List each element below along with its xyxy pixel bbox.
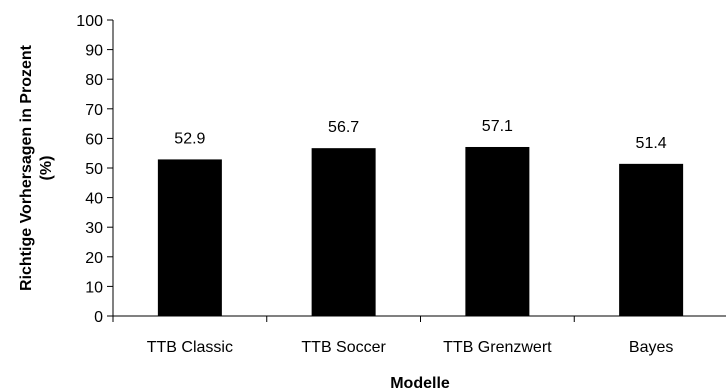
y-tick-label: 20 xyxy=(85,250,103,267)
data-label: 56.7 xyxy=(328,119,359,136)
y-tick-label: 50 xyxy=(85,161,103,178)
y-tick-label: 10 xyxy=(85,279,103,296)
x-axis xyxy=(112,315,726,322)
bar xyxy=(311,148,376,316)
bar xyxy=(619,163,684,316)
y-tick-label: 60 xyxy=(85,131,103,148)
category-label: TTB Classic xyxy=(147,339,233,356)
y-tick-label: 40 xyxy=(85,191,103,208)
bars xyxy=(157,146,684,316)
category-label: TTB Grenzwert xyxy=(443,339,552,356)
bar xyxy=(157,159,222,316)
category-label: TTB Soccer xyxy=(301,339,386,356)
y-axis: 0 10 20 30 40 50 60 70 80 90 100 xyxy=(76,13,114,326)
y-axis-title-line2: (%) xyxy=(38,156,55,181)
bar xyxy=(465,146,530,316)
x-axis-title: Modelle xyxy=(390,375,450,390)
data-label: 52.9 xyxy=(174,130,205,147)
y-tick-label: 0 xyxy=(94,309,103,326)
category-labels: TTB Classic TTB Soccer TTB Grenzwert Bayes xyxy=(147,339,674,356)
data-label: 57.1 xyxy=(482,118,513,135)
y-tick-label: 30 xyxy=(85,220,103,237)
category-label: Bayes xyxy=(629,339,673,356)
y-tick-label: 100 xyxy=(76,13,103,30)
y-tick-label: 90 xyxy=(85,43,103,60)
y-axis-title-line1: Richtige Vorhersagen in Prozent xyxy=(18,44,35,291)
data-labels: 52.9 56.7 57.1 51.4 xyxy=(174,118,666,152)
y-tick-label: 80 xyxy=(85,72,103,89)
y-axis-title: Richtige Vorhersagen in Prozent (%) xyxy=(18,44,55,291)
data-label: 51.4 xyxy=(636,135,667,152)
y-tick-label: 70 xyxy=(85,102,103,119)
